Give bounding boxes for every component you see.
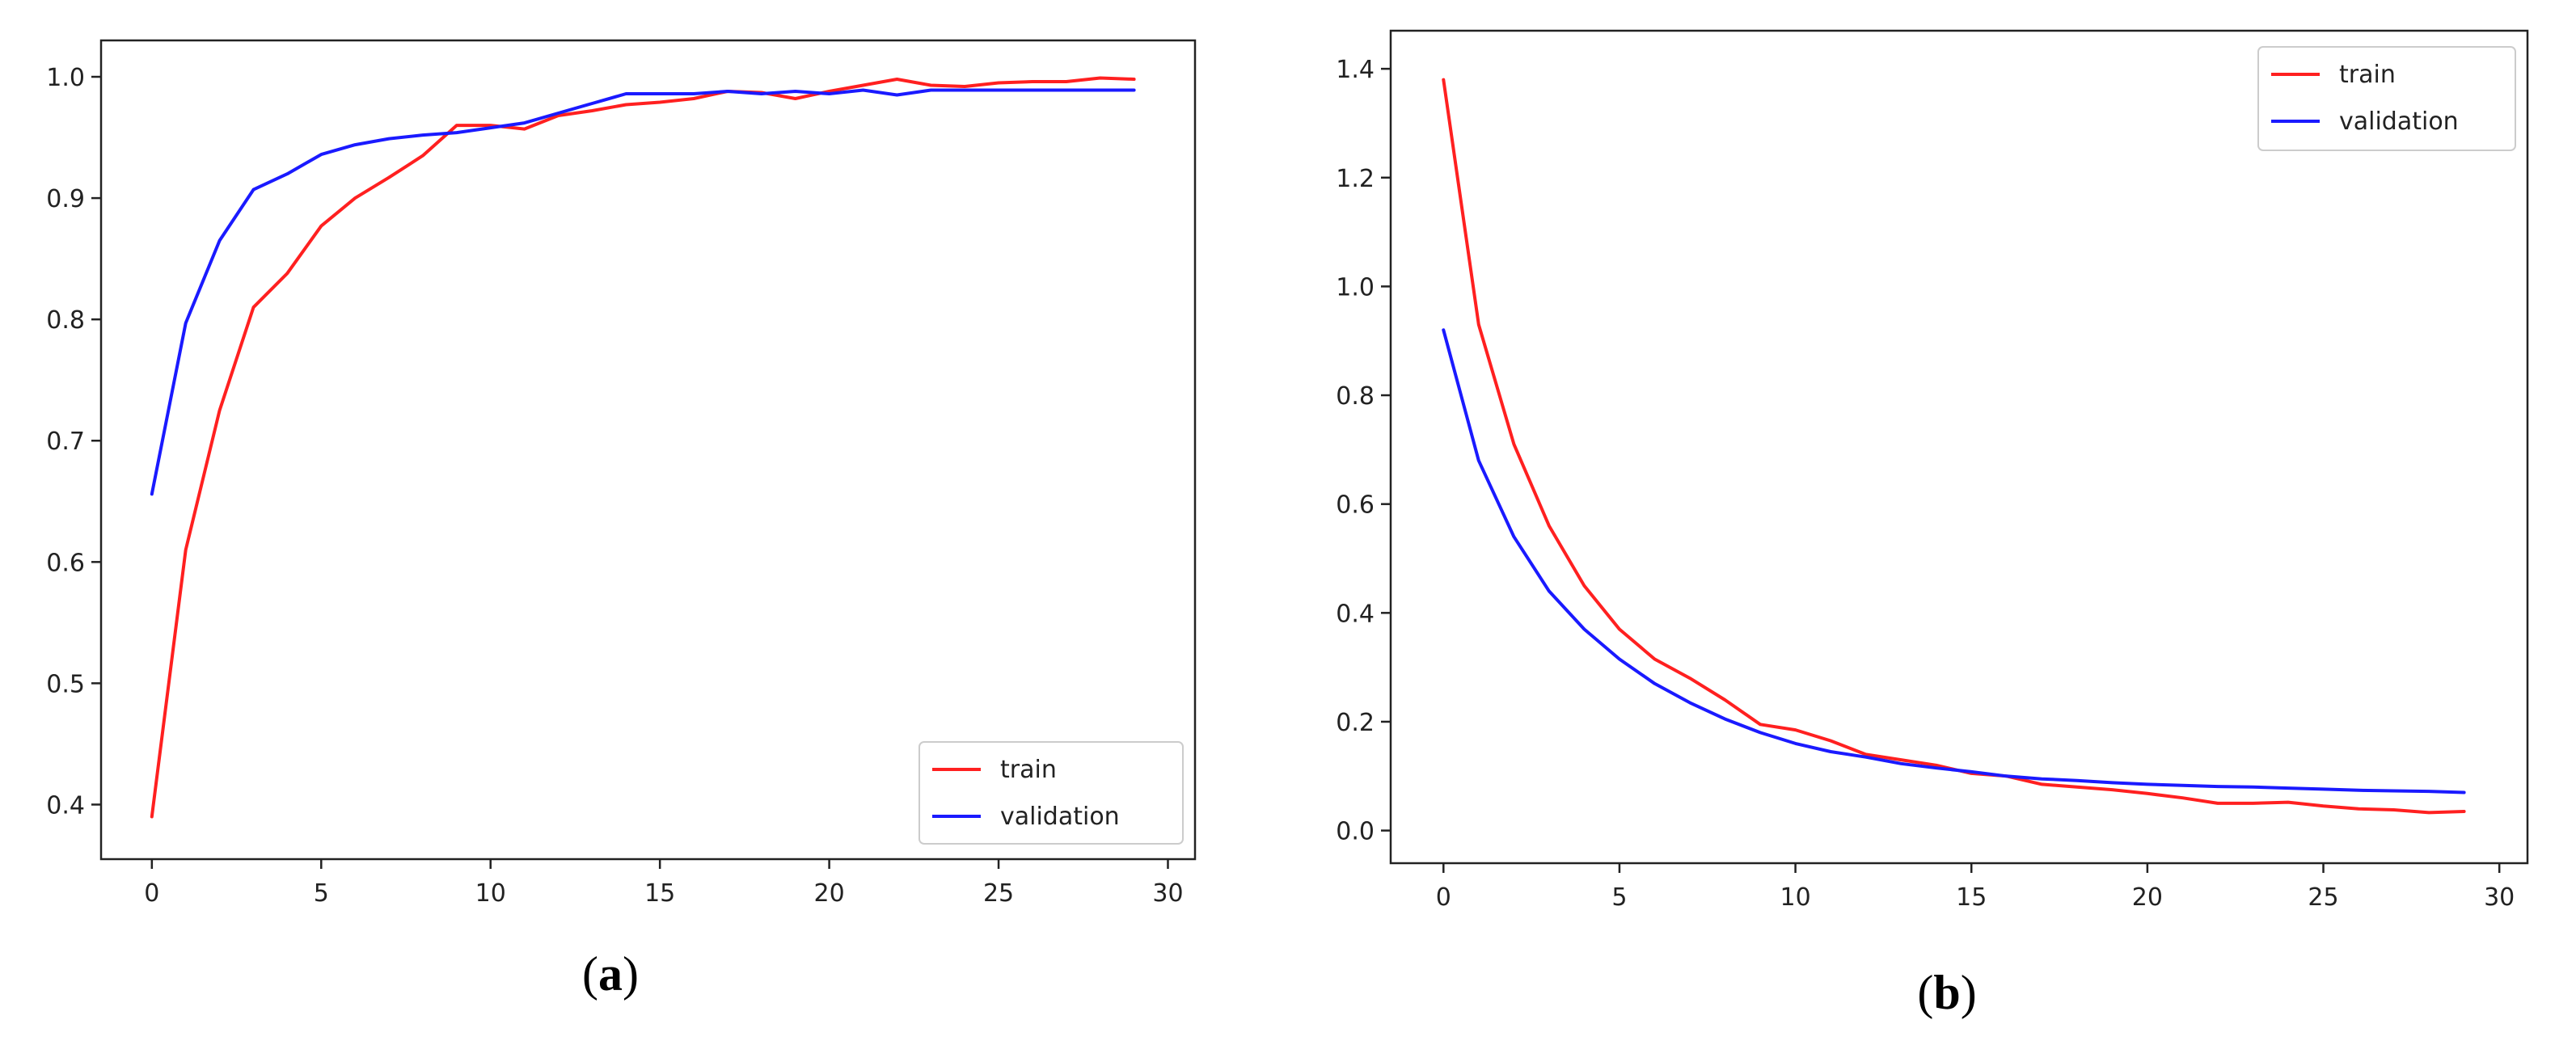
x-tick-label: 10 xyxy=(1780,883,1810,912)
y-tick-label: 1.0 xyxy=(1336,273,1375,301)
x-tick-label: 0 xyxy=(144,879,159,908)
legend-box xyxy=(918,741,1184,845)
x-tick-label: 5 xyxy=(1611,883,1627,912)
y-tick-label: 1.2 xyxy=(1336,165,1375,193)
chart-panel-a: 0 5 10 15 20 25 30 0.4 0.5 0.6 0.7 0.8 0.9 1.0 train va… xyxy=(46,39,1197,1001)
y-tick-label: 1.4 xyxy=(1336,56,1375,84)
x-tick-label: 5 xyxy=(314,879,329,908)
series-line-train xyxy=(150,76,1136,819)
plot-frame xyxy=(99,39,1197,861)
x-tick-label: 0 xyxy=(1436,883,1451,912)
x-tick-label: 10 xyxy=(475,879,506,908)
legend-label-train: train xyxy=(1000,756,1057,784)
x-tick-label: 25 xyxy=(983,879,1014,908)
y-tick-label: 0.7 xyxy=(46,428,85,456)
y-tick-label: 0.8 xyxy=(1336,382,1375,411)
series-line-validation xyxy=(150,88,1136,496)
x-tick-label: 20 xyxy=(2132,883,2163,912)
panel-label: (a) xyxy=(582,947,639,1001)
plot-frame xyxy=(1389,29,2529,865)
y-tick-label: 0.2 xyxy=(1336,709,1375,737)
legend-box xyxy=(2257,46,2516,151)
series-line-train xyxy=(1442,78,2466,815)
legend-label-validation: validation xyxy=(1000,803,1120,831)
legend-label-train: train xyxy=(2339,61,2396,89)
y-tick-label: 0.0 xyxy=(1336,818,1375,846)
x-tick-label: 15 xyxy=(1956,883,1987,912)
y-tick-label: 0.8 xyxy=(46,306,85,335)
y-tick-label: 0.9 xyxy=(46,185,85,213)
x-tick-label: 15 xyxy=(644,879,675,908)
y-tick-label: 0.5 xyxy=(46,670,85,698)
y-tick-label: 0.6 xyxy=(46,549,85,577)
chart-panel-b: 0 5 10 15 20 25 30 0.0 0.2 0.4 0.6 0.8 1.0 1.2 1.4 trai… xyxy=(1336,29,2529,1019)
x-tick-label: 30 xyxy=(1152,879,1183,908)
y-tick-label: 0.6 xyxy=(1336,491,1375,520)
panel-label: (b) xyxy=(1917,966,1976,1019)
y-tick-label: 1.0 xyxy=(46,64,85,92)
legend-label-validation: validation xyxy=(2339,107,2459,136)
y-tick-label: 0.4 xyxy=(46,791,85,820)
y-tick-label: 0.4 xyxy=(1336,600,1375,628)
series-line-validation xyxy=(1442,328,2466,794)
x-tick-label: 25 xyxy=(2308,883,2338,912)
x-tick-label: 20 xyxy=(814,879,845,908)
x-tick-label: 30 xyxy=(2484,883,2515,912)
